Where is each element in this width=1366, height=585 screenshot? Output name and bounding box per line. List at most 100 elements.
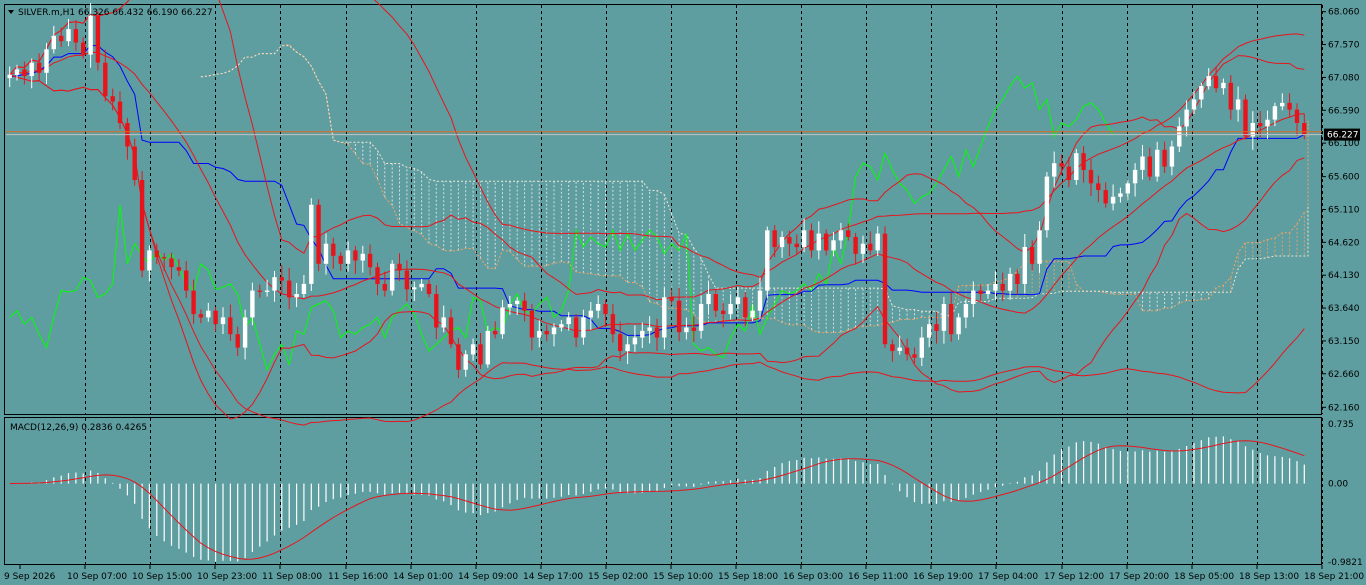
candle-body — [522, 300, 527, 311]
candle-body — [1052, 163, 1057, 177]
time-tick-label: 18 Sep 21:00 — [1304, 572, 1364, 582]
price-tick-label: 65.110 — [1328, 206, 1360, 216]
candle-body — [971, 290, 976, 304]
candle-body — [1118, 193, 1123, 197]
candle-body — [228, 317, 233, 335]
candle-body — [7, 74, 12, 79]
candle-body — [73, 29, 79, 43]
time-tick-label: 15 Sep 10:00 — [653, 572, 713, 582]
candle-body — [242, 317, 248, 348]
time-tick-label: 14 Sep 09:00 — [458, 572, 518, 582]
candle-body — [831, 240, 836, 251]
time-tick-label: 14 Sep 01:00 — [393, 572, 453, 582]
candle-body — [375, 267, 380, 284]
price-tick-label: 65.600 — [1328, 173, 1360, 183]
candle-body — [1066, 166, 1072, 180]
candle-body — [640, 330, 645, 338]
candle-body — [1037, 230, 1042, 264]
time-tick-label: 16 Sep 03:00 — [783, 572, 843, 582]
candle-body — [279, 277, 284, 281]
current-price-label: 66.227 — [1327, 131, 1359, 141]
candle-body — [963, 304, 969, 318]
candle-body — [441, 317, 446, 328]
candle-body — [485, 330, 490, 365]
candle-body — [161, 257, 167, 259]
candle-body — [1280, 102, 1285, 107]
candle-body — [412, 287, 417, 290]
candle-body — [853, 237, 858, 254]
candle-body — [301, 283, 307, 294]
candle-body — [1125, 183, 1130, 194]
candle-body — [110, 96, 115, 102]
candle-body — [515, 300, 520, 305]
candle-body — [1015, 273, 1020, 284]
candle-body — [360, 253, 365, 261]
candle-body — [801, 230, 807, 248]
candle-body — [904, 347, 910, 355]
time-tick-label: 17 Sep 20:00 — [1109, 572, 1169, 582]
candle-body — [154, 250, 159, 258]
candle-body — [684, 327, 689, 333]
candle-body — [934, 324, 939, 331]
candle-body — [1169, 146, 1175, 167]
candle-body — [419, 283, 424, 288]
time-tick-label: 18 Sep 13:00 — [1239, 572, 1299, 582]
macd-tick-label: 0.00 — [1328, 480, 1348, 490]
candle-body — [772, 230, 777, 248]
candle-body — [448, 317, 454, 345]
candle-body — [1258, 123, 1263, 127]
price-tick-label: 66.590 — [1328, 106, 1360, 116]
candle-body — [88, 15, 93, 55]
candle-body — [1235, 99, 1241, 110]
senkou-span-a — [200, 43, 1309, 334]
time-tick-label: 18 Sep 05:00 — [1174, 572, 1234, 582]
candle-body — [470, 344, 476, 355]
candle-body — [59, 35, 64, 42]
candle-body — [698, 304, 704, 331]
macd-legend: MACD(12,26,9) 0.2836 0.4265 — [10, 423, 147, 433]
candle-body — [1029, 247, 1035, 264]
candle-body — [1000, 283, 1005, 291]
bb-lower-50 — [9, 74, 1305, 426]
candle-body — [1110, 196, 1116, 204]
candle-body — [654, 327, 660, 338]
price-tick-label: 62.660 — [1328, 370, 1360, 380]
candle-body — [573, 317, 579, 338]
candle-body — [382, 283, 387, 291]
candle-body — [691, 327, 696, 331]
candle-body — [456, 344, 461, 370]
candle-body — [838, 230, 844, 241]
candle-body — [1096, 183, 1101, 191]
candle-body — [728, 304, 733, 315]
candle-body — [676, 300, 682, 333]
candle-body — [559, 324, 564, 328]
candle-body — [860, 243, 866, 254]
candle-body — [1007, 273, 1013, 291]
price-tick-label: 67.080 — [1328, 73, 1360, 83]
price-tick-label: 66.100 — [1328, 139, 1360, 149]
candle-body — [272, 277, 277, 291]
candle-body — [956, 317, 961, 335]
candle-body — [713, 294, 718, 311]
candle-body — [1162, 149, 1167, 167]
candle-body — [169, 258, 174, 268]
candle-body — [1302, 123, 1307, 135]
candle-body — [765, 230, 770, 291]
candle-body — [463, 354, 468, 370]
candle-body — [44, 49, 49, 73]
collapse-arrow-icon[interactable] — [8, 10, 14, 14]
candle-body — [529, 310, 535, 338]
candle-body — [29, 62, 34, 77]
candle-body — [22, 69, 27, 77]
candle-body — [103, 62, 108, 97]
candle-body — [544, 330, 549, 335]
candle-body — [743, 297, 748, 318]
candle-body — [993, 283, 998, 291]
time-tick-label: 16 Sep 19:00 — [913, 572, 973, 582]
candle-body — [1132, 169, 1138, 184]
candle-body — [338, 255, 343, 264]
candle-body — [1287, 102, 1292, 110]
candle-body — [139, 180, 145, 271]
